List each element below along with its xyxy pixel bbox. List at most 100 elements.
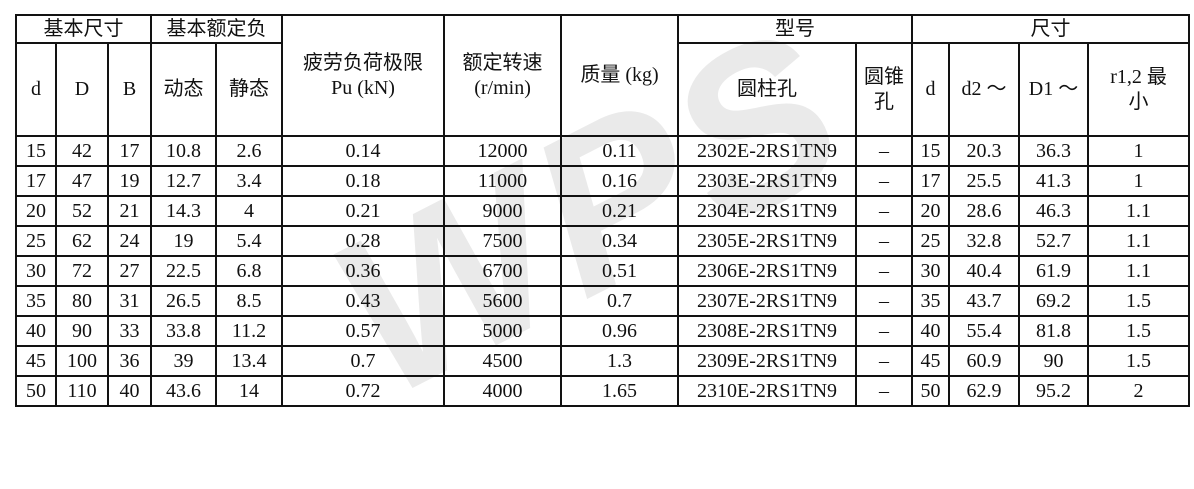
table-cell: 0.57: [281, 315, 446, 347]
table-cell: –: [855, 195, 914, 227]
header-dimensions: 尺寸: [911, 14, 1191, 44]
table-cell: 0.18: [281, 165, 446, 197]
col-d-right: d: [911, 42, 951, 137]
col-r12-min: r1,2 最 小: [1087, 42, 1191, 137]
table-cell: 24: [106, 225, 153, 257]
table-cell: 2310E-2RS1TN9: [677, 375, 858, 407]
table-cell: 1.5: [1087, 315, 1191, 347]
table-cell: 45: [911, 345, 951, 377]
table-cell: 2.6: [215, 135, 284, 167]
table-cell: –: [855, 165, 914, 197]
table-cell: 30: [911, 255, 951, 287]
table-cell: 13.4: [215, 345, 284, 377]
table-cell: 4: [215, 195, 284, 227]
table-cell: 0.21: [560, 195, 680, 227]
col-dynamic-rating: 动态: [150, 42, 218, 137]
table-row: 40 90 33 33.8 11.2 0.57 5000 0.96 2308E-2RS1TN9–…: [15, 315, 1191, 347]
table-cell: 50: [15, 375, 57, 407]
table-body: 15 42 17 10.8 2.6 0.14 12000 0.11 2302E-2RS1TN9–…: [15, 135, 1191, 407]
table-cell: 22.5: [150, 255, 218, 287]
table-cell: 41.3: [1018, 165, 1090, 197]
col-D: D: [55, 42, 109, 137]
header-rated-speed: 额定转速 (r/min): [443, 14, 563, 137]
table-cell: 0.7: [560, 285, 680, 317]
table-cell: –: [855, 315, 914, 347]
table-cell: 25: [911, 225, 951, 257]
table-cell: 40.4: [948, 255, 1021, 287]
table-cell: 31: [106, 285, 153, 317]
header-basic-load-rating: 基本额定负: [150, 14, 284, 44]
table-cell: 6.8: [215, 255, 284, 287]
table-cell: 52.7: [1018, 225, 1090, 257]
col-cylindrical-bore: 圆柱孔: [677, 42, 858, 137]
col-d: d: [15, 42, 57, 137]
table-header: 基本尺寸 基本额定负 疲劳负荷极限 Pu (kN) 额定转速 (r/min) 质…: [14, 14, 1191, 137]
table-cell: 110: [55, 375, 109, 407]
table-cell: 15: [15, 135, 57, 167]
table-cell: 12000: [443, 135, 563, 167]
table-cell: 27: [106, 255, 153, 287]
table-cell: 42: [55, 135, 109, 167]
header-group-row: 基本尺寸 基本额定负 疲劳负荷极限 Pu (kN) 额定转速 (r/min) 质…: [14, 14, 1191, 137]
table-cell: 2309E-2RS1TN9: [677, 345, 858, 377]
table-cell: 32.8: [948, 225, 1021, 257]
table-cell: 14: [215, 375, 284, 407]
table-cell: 69.2: [1018, 285, 1090, 317]
table-cell: 40: [15, 315, 57, 347]
table-cell: 20: [911, 195, 951, 227]
table-cell: 21: [106, 195, 153, 227]
table-cell: 0.72: [281, 375, 446, 407]
table-cell: 43.7: [948, 285, 1021, 317]
table-cell: 30: [15, 255, 57, 287]
table-row: 25 62 24 19 5.4 0.28 7500 0.34 2305E-2RS1TN9–25 3…: [15, 225, 1191, 257]
table-cell: 95.2: [1018, 375, 1090, 407]
table-cell: 0.36: [281, 255, 446, 287]
table-row: 20 52 21 14.3 4 0.21 9000 0.21 2304E-2RS1TN9–20 2…: [15, 195, 1191, 227]
table-cell: 61.9: [1018, 255, 1090, 287]
table-cell: 11000: [443, 165, 563, 197]
table-cell: 62: [55, 225, 109, 257]
table-cell: 36.3: [1018, 135, 1090, 167]
table-cell: 10.8: [150, 135, 218, 167]
table-cell: 60.9: [948, 345, 1021, 377]
table-cell: 25.5: [948, 165, 1021, 197]
table-cell: 11.2: [215, 315, 284, 347]
table-cell: 35: [15, 285, 57, 317]
table-cell: 5000: [443, 315, 563, 347]
table-row: 30 72 27 22.5 6.8 0.36 6700 0.51 2306E-2RS1TN9–3…: [15, 255, 1191, 287]
table-cell: 2306E-2RS1TN9: [677, 255, 858, 287]
table-cell: 6700: [443, 255, 563, 287]
table-cell: 45: [15, 345, 57, 377]
header-mass: 质量 (kg): [560, 14, 680, 137]
header-model: 型号: [677, 14, 914, 44]
table-cell: 26.5: [150, 285, 218, 317]
table-cell: 9000: [443, 195, 563, 227]
table-cell: 2: [1087, 375, 1191, 407]
table-cell: 12.7: [150, 165, 218, 197]
table-cell: 0.43: [281, 285, 446, 317]
col-tapered-bore: 圆锥 孔: [855, 42, 914, 137]
table-cell: 35: [911, 285, 951, 317]
table-cell: 25: [15, 225, 57, 257]
table-cell: 40: [106, 375, 153, 407]
table-cell: 33: [106, 315, 153, 347]
table-cell: 1.5: [1087, 285, 1191, 317]
table-row: 35 80 31 26.5 8.5 0.43 5600 0.7 2307E-2RS1TN9–35…: [15, 285, 1191, 317]
header-basic-dimensions: 基本尺寸: [14, 14, 153, 44]
table-cell: 90: [1018, 345, 1090, 377]
table-cell: –: [855, 225, 914, 257]
table-cell: 0.11: [560, 135, 680, 167]
table-cell: 15: [911, 135, 951, 167]
table-cell: 81.8: [1018, 315, 1090, 347]
table-cell: 2303E-2RS1TN9: [677, 165, 858, 197]
table-cell: 19: [106, 165, 153, 197]
table-row: 17 47 19 12.7 3.4 0.18 11000 0.16 2303E-2RS1TN9–…: [15, 165, 1191, 197]
table-cell: 72: [55, 255, 109, 287]
table-row: 50 110 40 43.6 14 0.72 4000 1.65 2310E-2RS1TN9–5…: [15, 375, 1191, 407]
table-cell: 1: [1087, 135, 1191, 167]
table-cell: –: [855, 135, 914, 167]
table-cell: 0.16: [560, 165, 680, 197]
table-cell: 20.3: [948, 135, 1021, 167]
table-cell: 50: [911, 375, 951, 407]
table-cell: 8.5: [215, 285, 284, 317]
